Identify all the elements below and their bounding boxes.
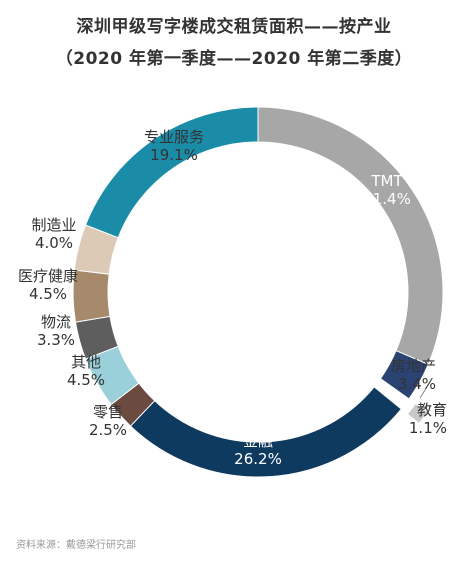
slice-label-1: 房地产 <box>391 357 436 375</box>
slice-value-9: 19.1% <box>150 146 198 164</box>
slice-value-7: 4.5% <box>29 285 67 303</box>
slice-label-7: 医疗健康 <box>18 267 78 285</box>
slice-9 <box>84 106 259 239</box>
slice-0 <box>257 106 444 366</box>
slice-label-9: 专业服务 <box>144 128 204 146</box>
education-leader-line <box>419 381 431 399</box>
source-note: 资料来源：戴德梁行研究部 <box>16 540 136 551</box>
slice-value-0: 31.4% <box>363 190 411 208</box>
slice-label-5: 其他 <box>71 353 101 371</box>
slice-label-0: TMT <box>370 172 403 190</box>
slice-label-4: 零售 <box>93 403 123 421</box>
slice-label-6: 物流 <box>41 313 71 331</box>
slice-label-2: 教育 <box>417 401 447 419</box>
slice-value-8: 4.0% <box>35 234 73 252</box>
slice-label-3: 金融 <box>243 432 273 450</box>
slice-label-8: 制造业 <box>31 216 76 234</box>
chart-title: 深圳甲级写字楼成交租赁面积——按产业 <box>76 17 392 37</box>
slice-value-2: 1.1% <box>409 419 447 437</box>
slice-value-1: 3.4% <box>398 375 436 393</box>
slice-1 <box>379 350 429 400</box>
slice-value-5: 4.5% <box>67 371 105 389</box>
slice-7 <box>72 269 111 323</box>
slice-value-3: 26.2% <box>234 450 282 468</box>
slice-value-6: 3.3% <box>37 331 75 349</box>
chart-subtitle: （2020 年第一季度——2020 年第二季度） <box>55 49 413 69</box>
slice-2 <box>406 402 429 425</box>
slice-value-4: 2.5% <box>89 421 127 439</box>
